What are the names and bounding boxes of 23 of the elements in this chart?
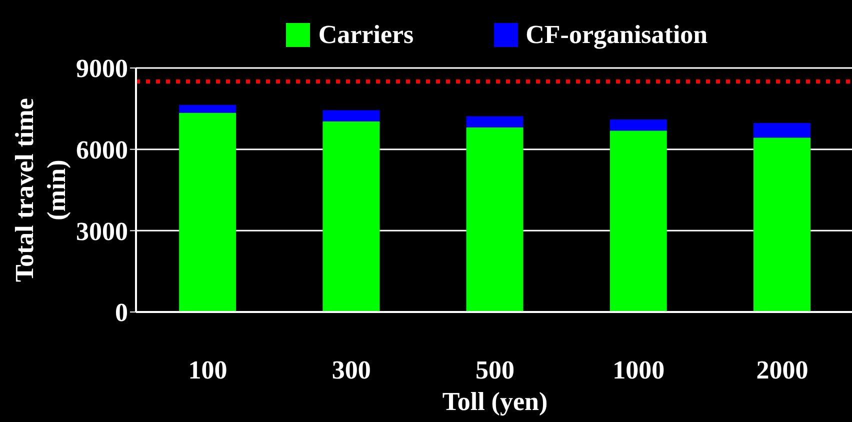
bar — [322, 110, 380, 122]
legend-label: Carriers — [317, 20, 414, 50]
y-tick-label: 3000 — [76, 216, 128, 246]
x-axis-title: Toll (yen) — [442, 387, 548, 416]
bar — [610, 120, 667, 131]
bar — [610, 130, 667, 312]
x-tick-label: 1000 — [612, 355, 665, 384]
x-tick-label: 100 — [188, 355, 228, 384]
legend-label: CF-organisation — [524, 20, 708, 50]
bar — [466, 127, 524, 312]
bar — [753, 123, 810, 138]
y-tick-label: 9000 — [76, 54, 128, 84]
bar — [753, 138, 810, 312]
bar — [179, 104, 236, 113]
y-tick-label: 0 — [115, 298, 128, 328]
bar — [179, 112, 236, 312]
x-tick-label: 2000 — [756, 355, 808, 384]
y-tick-label: 6000 — [76, 136, 128, 165]
bar — [322, 121, 380, 312]
x-tick-label: 300 — [332, 355, 371, 384]
y-axis-title: Total travel time (min) — [10, 98, 71, 282]
x-tick-label: 500 — [476, 355, 514, 384]
bar — [466, 116, 524, 128]
